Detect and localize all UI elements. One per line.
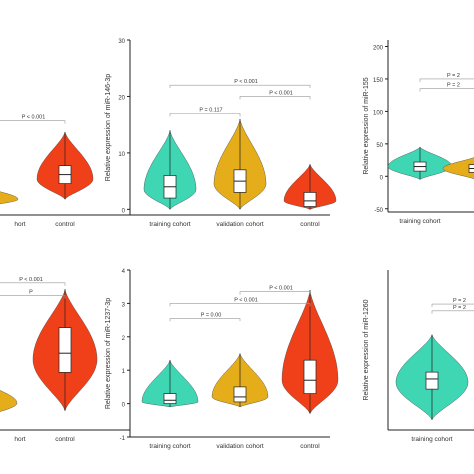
violin-validation: [211, 352, 269, 408]
violin-control: [32, 289, 98, 412]
significance-bracket: P < 0.001: [169, 297, 311, 307]
significance-bracket: P = 0.00: [169, 312, 241, 322]
y-tick-label: 3: [122, 302, 126, 308]
p-value-label: P < 0.001: [19, 277, 43, 283]
p-value-label: P = 2: [453, 305, 466, 311]
y-tick-label: -50: [374, 208, 383, 214]
significance-bracket: P = 2: [431, 298, 474, 308]
y-tick-label: 150: [373, 78, 384, 84]
y-axis-label: Relative expression of miR-155: [363, 77, 370, 174]
violin-control: [283, 163, 337, 210]
significance-bracket: P < 0.001: [0, 277, 66, 286]
violin-shape: [442, 157, 474, 180]
x-tick-label: training cohort: [399, 218, 440, 225]
significance-bracket: P = 2: [431, 305, 474, 314]
iqr-box: [233, 386, 247, 403]
x-tick-label: hort: [14, 436, 25, 443]
p-value-label: P < 0.001: [234, 297, 258, 303]
violin-validation: [442, 157, 474, 180]
panel-p5: -1 0 1 2 3 4 Relative expression of miR-1237-3…: [105, 269, 339, 450]
significance-bracket: P = 0.117: [169, 107, 241, 117]
p-value-label: P = 0.00: [201, 312, 222, 318]
y-tick-label: -1: [120, 436, 126, 442]
x-tick-label: control: [55, 436, 75, 443]
panel-p6: Relative expression of miR-1260 training …: [363, 270, 474, 443]
p-value-label: P = 2: [447, 73, 460, 79]
y-tick-label: 20: [118, 95, 125, 101]
p-value-label: P < 0.001: [22, 115, 46, 121]
y-tick-label: 100: [373, 110, 384, 116]
p-value-label: P: [29, 290, 33, 296]
violin-validation: [213, 118, 267, 210]
x-tick-label: control: [300, 221, 320, 228]
y-tick-label: 2: [122, 336, 126, 342]
panel-p1: hort control P < 0.001: [0, 115, 130, 228]
p-value-label: P < 0.001: [269, 286, 293, 292]
violin-training: [143, 130, 197, 210]
panel-p2: 0 10 20 30 Relative expression of miR-146-3p…: [105, 39, 337, 228]
iqr-box: [303, 192, 317, 207]
significance-bracket: P = 2: [419, 73, 474, 82]
significance-bracket: P < 0.001: [0, 115, 66, 124]
iqr-box: [163, 393, 177, 404]
panel-p4: hort control P < 0.001 P: [0, 277, 130, 443]
x-tick-label: control: [300, 443, 320, 450]
violin-training: [395, 334, 469, 421]
y-tick-label: 30: [118, 39, 125, 45]
panel-p3: -50 0 50 100 150 200 Relative expression of mi…: [363, 40, 474, 225]
x-tick-label: training cohort: [411, 436, 452, 443]
violin-validation: [0, 191, 19, 205]
y-tick-label: 0: [122, 208, 126, 214]
significance-bracket: P < 0.001: [239, 286, 311, 295]
x-tick-label: control: [55, 221, 75, 228]
violin-shape: [0, 390, 18, 412]
p-value-label: P = 2: [453, 298, 466, 304]
violin-training: [141, 359, 199, 408]
x-tick-label: training cohort: [149, 221, 190, 228]
significance-bracket: P < 0.001: [169, 79, 311, 89]
iqr-box: [425, 371, 439, 390]
p-value-label: P = 2: [447, 83, 460, 89]
x-tick-label: hort: [14, 221, 25, 228]
significance-bracket: P: [0, 290, 66, 299]
y-tick-label: 1: [122, 369, 126, 375]
p-value-label: P = 0.117: [199, 107, 222, 113]
violin-control: [281, 289, 339, 414]
y-axis-label: Relative expression of miR-1260: [363, 299, 370, 400]
iqr-box: [303, 359, 317, 394]
y-tick-label: 0: [380, 175, 384, 181]
violin-control: [36, 131, 94, 200]
y-axis-label: Relative expression of miR-1237-3p: [105, 298, 112, 409]
y-tick-label: 200: [373, 45, 384, 51]
y-tick-label: 10: [118, 152, 125, 158]
violin-training: [387, 146, 453, 180]
x-tick-label: training cohort: [149, 443, 190, 450]
y-tick-label: 50: [376, 143, 383, 149]
y-axis-label: Relative expression of miR-146-3p: [105, 74, 112, 181]
significance-bracket: P = 2: [419, 83, 474, 92]
p-value-label: P < 0.001: [269, 90, 293, 96]
significance-bracket: P < 0.001: [239, 90, 311, 100]
y-tick-label: 0: [122, 403, 126, 409]
violin-shape: [0, 191, 19, 205]
x-tick-label: validation cohort: [216, 443, 264, 450]
violin-validation: [0, 390, 18, 412]
p-value-label: P < 0.001: [234, 79, 258, 85]
y-tick-label: 4: [122, 269, 126, 275]
x-tick-label: validation cohort: [216, 221, 264, 228]
iqr-box: [58, 327, 72, 373]
